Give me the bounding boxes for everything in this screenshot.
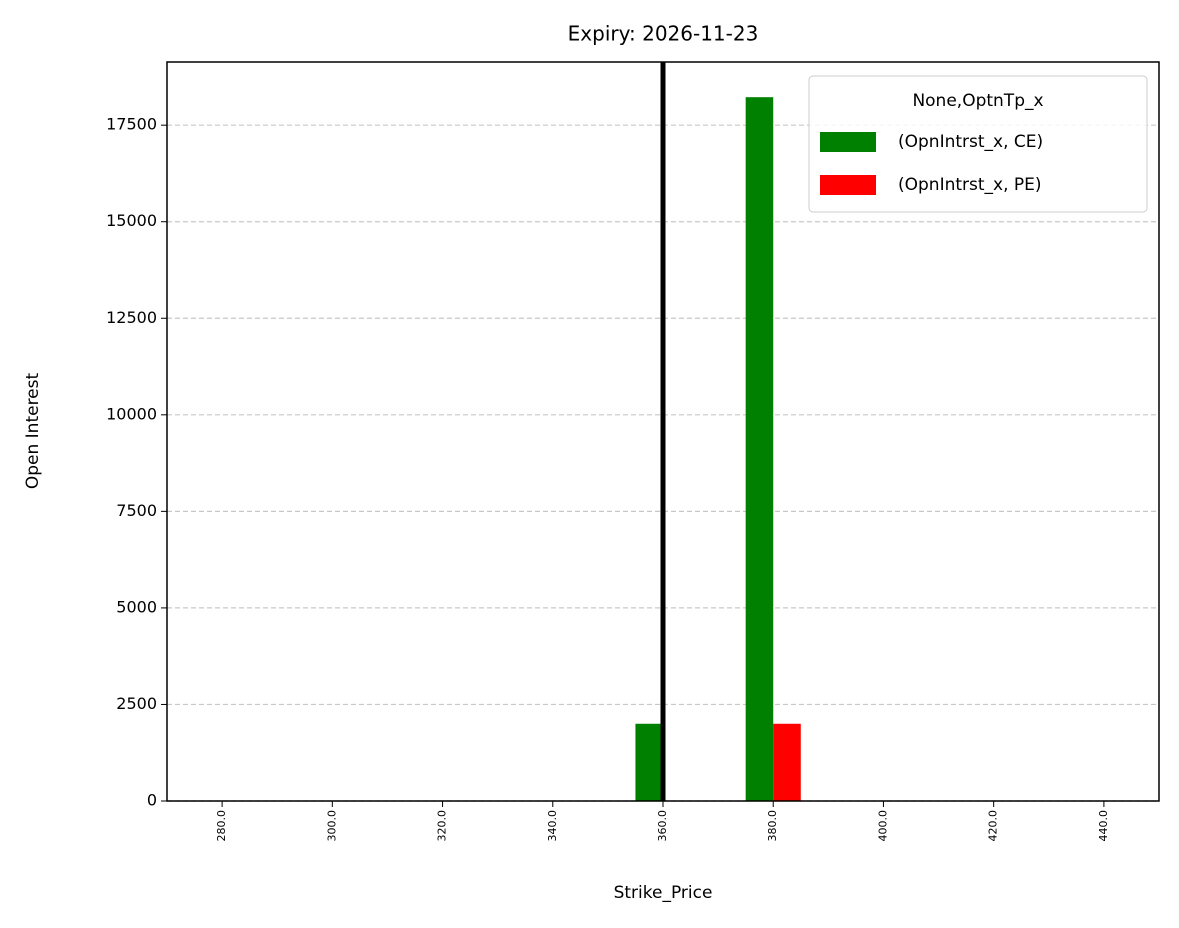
bar <box>745 97 774 802</box>
legend-swatch <box>820 175 876 195</box>
legend-title: None,OptnTp_x <box>912 91 1043 111</box>
y-tick-label: 12500 <box>106 308 157 327</box>
x-tick-label: 300.0 <box>325 810 338 842</box>
y-tick-label: 17500 <box>106 115 157 134</box>
chart-title: Expiry: 2026-11-23 <box>568 22 759 46</box>
y-tick-label: 5000 <box>116 597 157 616</box>
y-tick-label: 15000 <box>106 211 157 230</box>
x-axis-label: Strike_Price <box>614 883 713 903</box>
x-tick-label: 400.0 <box>876 810 889 842</box>
x-tick-label: 380.0 <box>766 810 779 842</box>
bar <box>635 723 663 801</box>
legend-swatch <box>820 132 876 152</box>
y-tick-label: 0 <box>147 791 157 810</box>
legend-label: (OpnIntrst_x, PE) <box>898 175 1042 195</box>
y-tick-label: 10000 <box>106 404 157 423</box>
x-tick-label: 360.0 <box>656 810 669 842</box>
plot-frame <box>166 61 1160 802</box>
x-tick-label: 420.0 <box>987 810 1000 842</box>
legend-label: (OpnIntrst_x, CE) <box>898 132 1043 152</box>
x-tick-label: 340.0 <box>546 810 559 842</box>
bar <box>773 723 801 801</box>
y-tick-label: 2500 <box>116 694 157 713</box>
x-tick-label: 440.0 <box>1097 810 1110 842</box>
x-tick-label: 280.0 <box>215 810 228 842</box>
x-tick-label: 320.0 <box>436 810 449 842</box>
y-tick-label: 7500 <box>116 501 157 520</box>
legend-box <box>808 75 1148 213</box>
y-axis-label: Open Interest <box>23 373 43 490</box>
